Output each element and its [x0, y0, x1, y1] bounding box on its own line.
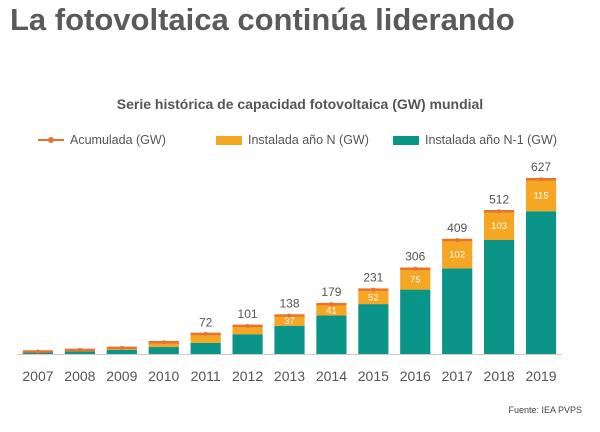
total-value-label: 72 [199, 315, 213, 329]
bar-installed-n1 [190, 342, 221, 354]
cumulative-point [371, 287, 376, 292]
legend-swatch-installed-n [216, 135, 242, 145]
x-tick-label: 2014 [316, 368, 347, 384]
x-tick-label: 2008 [64, 368, 95, 384]
legend-label-installed-n1: Instalada año N-1 (GW) [425, 133, 557, 147]
bar-installed-n [400, 268, 431, 290]
total-value-label: 306 [405, 250, 425, 264]
segment-value-label: 75 [410, 275, 421, 286]
bar-installed-n [190, 334, 221, 343]
x-tick-label: 2010 [148, 368, 179, 384]
x-tick-label: 2016 [400, 368, 431, 384]
bar-installed-n1 [232, 334, 263, 354]
headline: La fotovoltaica continúa liderando [10, 2, 515, 37]
bar-installed-n [232, 325, 263, 335]
chart-title: Serie histórica de capacidad fotovoltaic… [116, 96, 484, 112]
x-tick-label: 2018 [484, 368, 515, 384]
legend-swatch-cumulative [38, 137, 64, 143]
x-tick-label: 2012 [232, 368, 263, 384]
total-value-label: 138 [279, 297, 299, 311]
bar-installed-n1 [400, 289, 431, 354]
x-tick-label: 2017 [442, 368, 473, 384]
x-tick-label: 2011 [191, 368, 221, 384]
x-tick-label: 2007 [22, 368, 53, 384]
cumulative-point [455, 237, 460, 242]
bar-installed-n [358, 289, 389, 305]
legend-swatch-installed-n1 [393, 135, 419, 145]
total-value-label: 231 [363, 271, 383, 285]
segment-value-label: 115 [533, 191, 548, 202]
cumulative-point [497, 209, 502, 214]
segment-value-label: 37 [284, 316, 295, 327]
cumulative-point [35, 349, 40, 354]
legend: Acumulada (GW) Instalada año N (GW) Inst… [0, 133, 600, 153]
bar-installed-n [316, 304, 347, 316]
bar-installed-n [148, 342, 179, 348]
cumulative-point [203, 331, 208, 336]
x-tick-label: 2013 [274, 368, 305, 384]
legend-label-cumulative: Acumulada (GW) [70, 133, 166, 147]
total-value-label: 409 [447, 221, 467, 235]
legend-item-cumulative: Acumulada (GW) [38, 133, 166, 147]
bar-installed-n1 [484, 239, 515, 354]
x-tick-label: 2015 [358, 368, 389, 384]
total-value-label: 512 [489, 192, 509, 206]
cumulative-point [287, 313, 292, 318]
bar-installed-n1 [358, 304, 389, 354]
legend-item-installed-n1: Instalada año N-1 (GW) [393, 133, 557, 147]
bar-installed-n1 [106, 349, 137, 354]
segment-value-label: 102 [449, 250, 465, 261]
legend-item-installed-n: Instalada año N (GW) [216, 133, 369, 147]
cumulative-point [413, 266, 418, 271]
cumulative-point [161, 340, 166, 345]
cumulative-point [539, 177, 544, 182]
bar-installed-n [484, 211, 515, 240]
bar-installed-n1 [274, 325, 305, 354]
bar-installed-n1 [316, 315, 347, 354]
bar-installed-n1 [148, 347, 179, 354]
total-value-label: 627 [531, 160, 551, 174]
cumulative-point [329, 302, 334, 307]
x-tick-label: 2019 [525, 368, 556, 384]
segment-value-label: 103 [491, 221, 507, 232]
segment-value-label: 41 [326, 305, 337, 316]
bar-installed-n1 [525, 211, 557, 354]
bar-installed-n [274, 315, 305, 326]
legend-label-installed-n: Instalada año N (GW) [248, 133, 369, 147]
total-value-label: 101 [238, 307, 258, 321]
total-value-label: 179 [321, 285, 341, 299]
bar-installed-n [525, 179, 557, 212]
bar-installed-n1 [442, 268, 473, 354]
cumulative-point [119, 345, 124, 350]
cumulative-point [77, 347, 82, 352]
segment-value-label: 52 [368, 292, 379, 303]
bar-installed-n [442, 239, 473, 269]
x-tick-label: 2009 [106, 368, 137, 384]
bar-installed-n1 [64, 351, 95, 354]
source-note: Fuente: IEA PVPS [508, 405, 582, 415]
cumulative-point [245, 323, 250, 328]
